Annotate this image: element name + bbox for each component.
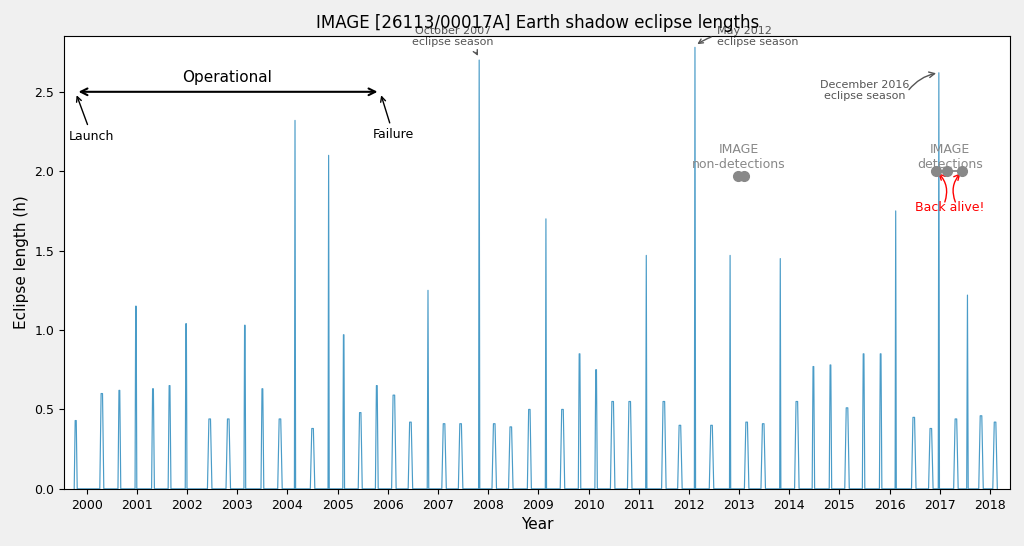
- Y-axis label: Eclipse length (h): Eclipse length (h): [14, 195, 29, 329]
- Text: Failure: Failure: [373, 97, 414, 141]
- Text: October 2007
eclipse season: October 2007 eclipse season: [413, 26, 494, 55]
- Text: IMAGE
non-detections: IMAGE non-detections: [692, 143, 786, 171]
- X-axis label: Year: Year: [521, 517, 553, 532]
- Text: Back alive!: Back alive!: [915, 201, 985, 214]
- Text: Operational: Operational: [182, 70, 272, 86]
- Text: December 2016
eclipse season: December 2016 eclipse season: [820, 80, 909, 102]
- Text: May 2012
eclipse season: May 2012 eclipse season: [698, 26, 798, 48]
- Text: IMAGE
detections: IMAGE detections: [918, 143, 983, 171]
- Text: Launch: Launch: [70, 97, 115, 143]
- Title: IMAGE [26113/00017A] Earth shadow eclipse lengths: IMAGE [26113/00017A] Earth shadow eclips…: [315, 14, 759, 32]
